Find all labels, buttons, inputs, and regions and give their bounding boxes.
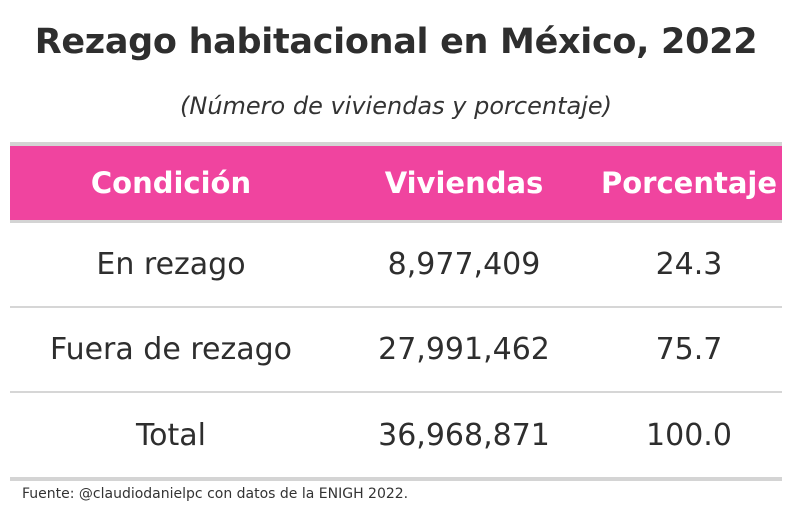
cell-viviendas: 36,968,871: [378, 417, 550, 453]
cell-viviendas: 8,977,409: [387, 247, 541, 282]
column-header-condicion: Condición: [90, 166, 252, 200]
cell-porcentaje: 24.3: [655, 247, 723, 282]
cell-viviendas: 27,991,462: [378, 332, 550, 367]
table-row: En rezago 8,977,409 24.3: [10, 223, 782, 308]
table-bottom-rule: [10, 477, 782, 481]
table-header-separator: [10, 220, 782, 223]
column-header-viviendas: Viviendas: [384, 166, 544, 200]
cell-porcentaje: 75.7: [655, 332, 723, 367]
cell-condicion: Total: [135, 417, 207, 453]
cell-condicion: En rezago: [96, 247, 246, 282]
source-note: Fuente: @claudiodanielpc con datos de la…: [22, 486, 409, 502]
table-row: Fuera de rezago 27,991,462 75.7: [10, 308, 782, 393]
table-top-rule: [10, 142, 782, 146]
table-header-row: Condición Viviendas Porcentaje: [10, 146, 782, 220]
data-table: Condición Viviendas Porcentaje En rezago…: [10, 142, 782, 481]
cell-condicion: Fuera de rezago: [49, 332, 293, 367]
chart-subtitle: (Número de viviendas y porcentaje): [180, 92, 612, 120]
column-header-porcentaje: Porcentaje: [600, 166, 778, 200]
cell-porcentaje: 100.0: [646, 417, 732, 453]
chart-title: Rezago habitacional en México, 2022: [34, 22, 758, 62]
table-row-total: Total 36,968,871 100.0: [10, 393, 782, 477]
